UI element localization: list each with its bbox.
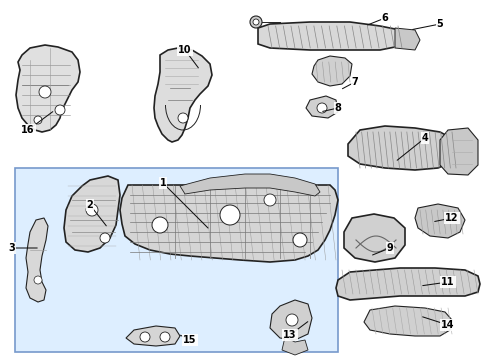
Polygon shape xyxy=(126,326,180,346)
Text: 3: 3 xyxy=(9,243,15,253)
Text: 10: 10 xyxy=(178,45,192,55)
Circle shape xyxy=(55,105,65,115)
Polygon shape xyxy=(258,22,405,50)
Text: 11: 11 xyxy=(441,277,455,287)
Circle shape xyxy=(293,233,307,247)
Text: 2: 2 xyxy=(87,200,94,210)
Circle shape xyxy=(317,103,327,113)
Polygon shape xyxy=(440,128,478,175)
Circle shape xyxy=(250,16,262,28)
Text: 7: 7 xyxy=(352,77,358,87)
Text: 5: 5 xyxy=(437,19,443,29)
Text: 8: 8 xyxy=(335,103,342,113)
Circle shape xyxy=(264,194,276,206)
Text: 14: 14 xyxy=(441,320,455,330)
Polygon shape xyxy=(282,337,308,355)
Polygon shape xyxy=(120,185,338,262)
Circle shape xyxy=(220,205,240,225)
Polygon shape xyxy=(336,268,480,300)
Polygon shape xyxy=(306,96,338,118)
Polygon shape xyxy=(312,56,352,86)
Polygon shape xyxy=(154,48,212,142)
Polygon shape xyxy=(415,204,465,238)
Text: 4: 4 xyxy=(421,133,428,143)
Circle shape xyxy=(34,276,42,284)
Polygon shape xyxy=(270,300,312,340)
Circle shape xyxy=(100,233,110,243)
Text: 9: 9 xyxy=(387,243,393,253)
Circle shape xyxy=(152,217,168,233)
Bar xyxy=(15,168,338,352)
Circle shape xyxy=(140,332,150,342)
Text: 13: 13 xyxy=(283,330,297,340)
Circle shape xyxy=(34,116,42,124)
Circle shape xyxy=(253,19,259,25)
Polygon shape xyxy=(348,126,458,170)
Circle shape xyxy=(286,314,298,326)
Polygon shape xyxy=(26,218,48,302)
Text: 12: 12 xyxy=(445,213,459,223)
Polygon shape xyxy=(180,174,320,196)
Circle shape xyxy=(178,113,188,123)
Circle shape xyxy=(39,86,51,98)
Text: 16: 16 xyxy=(21,125,35,135)
Text: 1: 1 xyxy=(160,178,167,188)
Text: 6: 6 xyxy=(382,13,389,23)
Circle shape xyxy=(160,332,170,342)
Polygon shape xyxy=(364,306,452,336)
Polygon shape xyxy=(395,28,420,50)
Polygon shape xyxy=(16,45,80,132)
Text: 15: 15 xyxy=(183,335,197,345)
Polygon shape xyxy=(344,214,405,262)
Polygon shape xyxy=(64,176,120,252)
Circle shape xyxy=(86,204,98,216)
